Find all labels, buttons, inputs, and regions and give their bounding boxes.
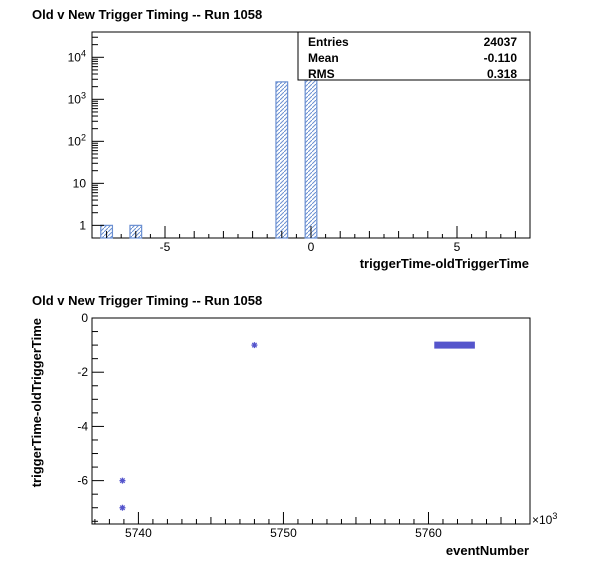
stats-entries-label: Entries (308, 35, 349, 49)
histogram-x-tick-label: -5 (160, 240, 171, 254)
scatter-panel: Old v New Trigger Timing -- Run 1058 574… (0, 286, 596, 572)
histogram-y-tick-label: 10 (73, 176, 87, 190)
scatter-x-axis-title: eventNumber (446, 543, 529, 558)
scatter-y-tick-label: -4 (77, 419, 88, 433)
scatter-x-tick-label: 5750 (270, 526, 297, 540)
histogram-y-tick-label: 104 (68, 48, 86, 64)
histogram-x-tick-label: 5 (454, 240, 461, 254)
stats-entries-value: 24037 (484, 35, 518, 49)
histogram-title: Old v New Trigger Timing -- Run 1058 (32, 7, 263, 22)
scatter-x-multiplier-exp: 3 (552, 511, 557, 521)
scatter-y-tick-label: -6 (77, 474, 88, 488)
stats-box: Entries 24037 Mean -0.110 RMS 0.318 (297, 31, 531, 81)
scatter-frame (91, 317, 531, 525)
scatter-title: Old v New Trigger Timing -- Run 1058 (32, 293, 263, 308)
scatter-x-tick-label: 5740 (125, 526, 152, 540)
histogram-y-tick-label: 103 (68, 90, 86, 106)
scatter-x-multiplier: ×103 (532, 511, 557, 527)
histogram-panel: Old v New Trigger Timing -- Run 1058 -5 0… (32, 7, 531, 271)
scatter-y-tick-label: 0 (81, 311, 88, 325)
scatter-point-band (434, 341, 475, 349)
scatter-plot: 5740 5750 5760 0 -2 -4 -6 eventNumber triggerT… (29, 311, 557, 558)
histogram-y-tick-label: 102 (68, 132, 86, 148)
histogram-plot: -5 0 5 1 10 102 103 104 Entries 24037 Mean -0.1… (68, 31, 531, 271)
stats-rms-label: RMS (308, 67, 335, 81)
scatter-point (119, 477, 126, 484)
stats-mean-value: -0.110 (484, 51, 518, 65)
scatter-point (251, 342, 258, 349)
histogram-x-tick-label: 0 (308, 240, 315, 254)
stats-rms-value: 0.318 (487, 67, 517, 81)
scatter-y-tick-label: -2 (77, 365, 88, 379)
histogram-bar (275, 81, 289, 239)
histogram-x-axis-title: triggerTime-oldTriggerTime (360, 256, 529, 271)
histogram-y-tick-label: 1 (79, 218, 86, 232)
scatter-x-multiplier-base: ×10 (532, 513, 553, 527)
stats-mean-label: Mean (308, 51, 339, 65)
scatter-y-axis-title: triggerTime-oldTriggerTime (29, 318, 44, 487)
scatter-point (119, 504, 126, 511)
scatter-x-tick-label: 5760 (415, 526, 442, 540)
